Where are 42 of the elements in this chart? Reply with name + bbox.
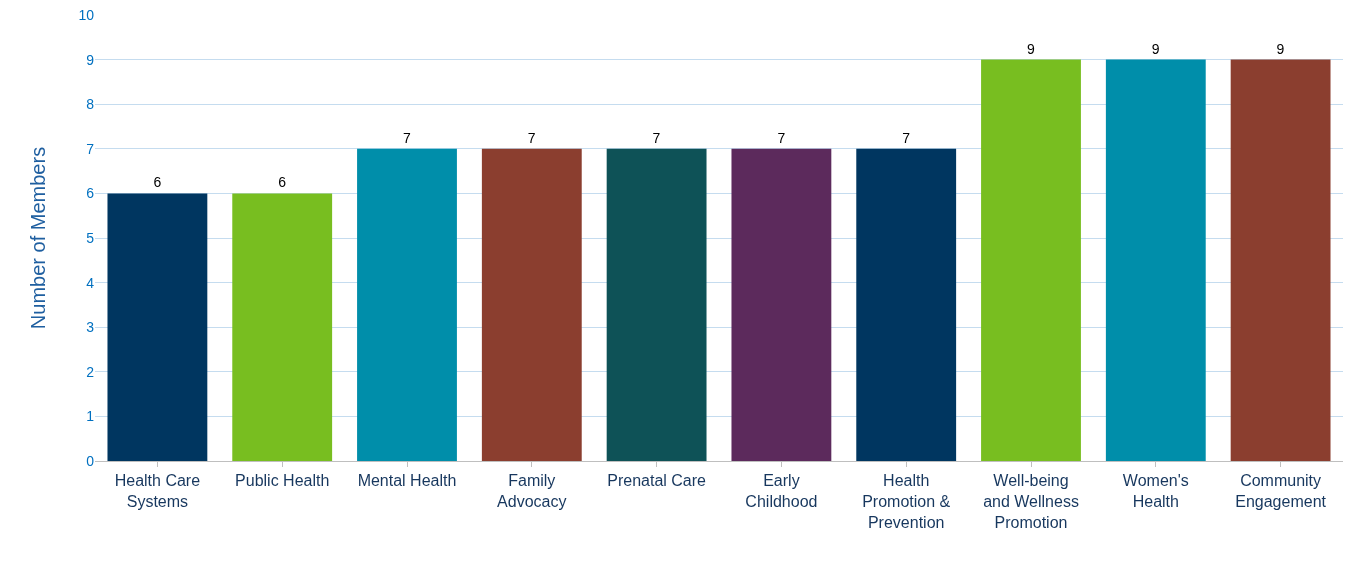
data-label: 7 [527, 129, 536, 146]
x-tick-label: Mental Health [357, 472, 457, 490]
data-label: 7 [403, 129, 411, 146]
data-label: 6 [153, 174, 162, 191]
x-tick-label: Prenatal Care [607, 472, 707, 490]
data-label: 9 [1027, 40, 1035, 57]
data-label: 7 [902, 129, 911, 146]
x-tick-label: Women's Health [1122, 472, 1189, 510]
y-tick-label: 4 [86, 274, 95, 291]
bar [1230, 59, 1331, 461]
data-label: 9 [1276, 40, 1285, 57]
data-label: 6 [278, 174, 287, 191]
bar [107, 193, 208, 461]
x-tick-label: Early Childhood [745, 472, 818, 510]
x-tick-label: Public Health [235, 472, 330, 490]
bar [357, 148, 457, 461]
data-label: 9 [1151, 40, 1160, 57]
data-label: 7 [777, 129, 786, 146]
bar [481, 148, 582, 461]
y-tick-label: 7 [86, 140, 95, 157]
bar [981, 59, 1081, 461]
bar [232, 193, 333, 461]
y-tick-label: 0 [86, 452, 95, 469]
y-tick-label: 8 [86, 96, 95, 113]
bar [731, 148, 832, 461]
bar [856, 148, 957, 461]
y-tick-label: 10 [78, 6, 95, 23]
y-axis-title: Number of Members [27, 146, 49, 330]
y-tick-label: 9 [86, 51, 95, 68]
y-tick-label: 1 [86, 408, 95, 425]
y-tick-label: 2 [86, 363, 95, 380]
x-tick-label: Well-being and Wellness Promotion [983, 472, 1079, 531]
bar [1105, 59, 1206, 461]
x-tick-label: Health Promotion & Prevention [862, 472, 951, 531]
x-tick-label: Family Advocacy [497, 472, 567, 510]
bar [606, 148, 707, 461]
x-tick-label: Health Care Systems [114, 472, 201, 510]
y-tick-label: 5 [86, 229, 95, 246]
x-tick-label: Community Engagement [1235, 472, 1327, 510]
y-tick-label: 6 [86, 185, 95, 202]
data-label: 7 [652, 129, 661, 146]
y-tick-label: 3 [86, 319, 95, 336]
